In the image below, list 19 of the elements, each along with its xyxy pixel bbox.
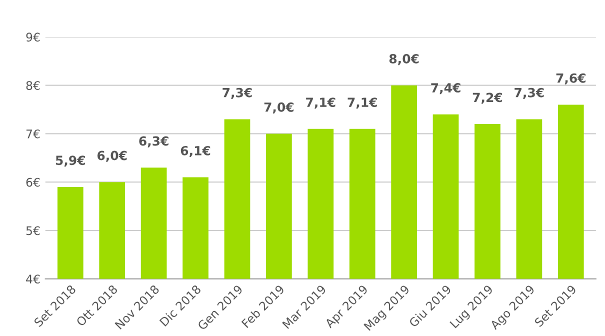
y-tick-label: 9€ bbox=[26, 32, 40, 42]
data-label: 7,3€ bbox=[222, 88, 252, 99]
data-label: 7,1€ bbox=[306, 98, 336, 109]
data-label: 6,0€ bbox=[97, 150, 127, 162]
data-label: 7,4€ bbox=[431, 83, 460, 94]
y-tick-label: 6€ bbox=[26, 178, 40, 187]
y-tick-label: 8€ bbox=[26, 81, 40, 90]
data-label: 5,9€ bbox=[56, 156, 85, 167]
y-tick-label: 4€ bbox=[26, 274, 40, 284]
y-tick-label: 5€ bbox=[26, 226, 40, 236]
data-label: 6,1€ bbox=[180, 146, 210, 158]
y-tick-label: 7€ bbox=[26, 129, 40, 138]
data-label: 7,3€ bbox=[514, 88, 544, 99]
data-label: 7,6€ bbox=[556, 73, 586, 84]
data-label: 8,0€ bbox=[389, 54, 419, 66]
data-label: 6,3€ bbox=[139, 136, 168, 148]
data-label: 7,1€ bbox=[348, 98, 377, 109]
data-label: 7,2€ bbox=[472, 92, 502, 104]
data-label: 7,0€ bbox=[264, 102, 294, 114]
